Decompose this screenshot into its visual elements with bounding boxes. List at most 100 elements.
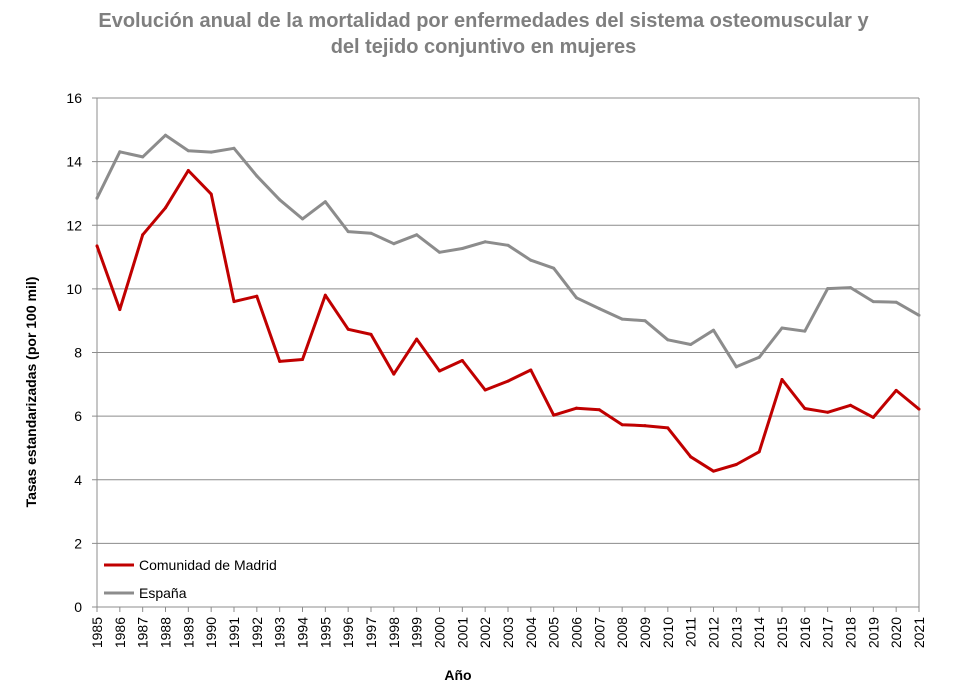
x-tick-label-2005: 2005	[546, 617, 562, 648]
x-tick-label-2004: 2004	[523, 617, 539, 648]
data-point-espana-1999	[415, 233, 419, 237]
y-tick-label-12: 12	[66, 217, 82, 233]
x-tick-label-1998: 1998	[386, 617, 402, 648]
data-point-madrid-2005	[552, 413, 556, 417]
data-point-espana-1989	[186, 149, 190, 153]
x-tick-label-2015: 2015	[774, 617, 790, 648]
y-tick-label-10: 10	[66, 281, 82, 297]
data-point-madrid-1996	[346, 327, 350, 331]
data-point-espana-2010	[666, 338, 670, 342]
x-tick-label-1993: 1993	[272, 617, 288, 648]
gridlines	[97, 97, 919, 608]
data-point-espana-1988	[164, 133, 167, 137]
data-point-madrid-2014	[757, 450, 761, 454]
data-point-madrid-2004	[529, 368, 533, 372]
data-point-madrid-1994	[301, 357, 304, 361]
data-point-madrid-2010	[666, 426, 670, 430]
x-tick-label-2010: 2010	[660, 617, 676, 648]
data-point-madrid-2013	[734, 462, 738, 466]
x-tick-label-1994: 1994	[295, 617, 311, 648]
chart-title: Evolución anual de la mortalidad por enf…	[0, 8, 967, 60]
data-point-madrid-1988	[164, 206, 167, 210]
data-point-espana-1996	[346, 230, 350, 234]
x-tick-label-2017: 2017	[820, 617, 836, 648]
data-point-espana-2013	[734, 365, 738, 369]
x-tick-label-1987: 1987	[135, 617, 151, 648]
data-point-espana-2018	[849, 286, 852, 290]
data-point-espana-2001	[460, 246, 464, 250]
data-point-madrid-2006	[575, 406, 578, 410]
legend-label-espana: España	[139, 585, 187, 601]
data-point-espana-1995	[323, 200, 327, 204]
data-point-madrid-1997	[369, 332, 373, 336]
x-tick-label-2007: 2007	[591, 617, 607, 648]
x-tick-label-1991: 1991	[226, 617, 242, 648]
x-tick-label-2011: 2011	[683, 617, 699, 647]
data-point-madrid-1987	[141, 233, 145, 237]
x-tick-label-2013: 2013	[728, 617, 744, 648]
x-tick-label-2006: 2006	[569, 617, 585, 648]
data-point-espana-2020	[894, 300, 898, 304]
data-point-madrid-2008	[620, 423, 624, 427]
series-line-espana	[95, 133, 920, 369]
data-point-espana-1994	[301, 217, 304, 221]
data-point-madrid-1991	[232, 300, 236, 304]
data-point-espana-1998	[392, 242, 396, 246]
x-tick-label-1999: 1999	[409, 617, 425, 648]
y-tick-label-16: 16	[66, 90, 82, 106]
x-tick-label-2018: 2018	[843, 617, 859, 648]
data-point-madrid-1990	[209, 192, 213, 196]
data-point-madrid-2016	[803, 406, 807, 410]
x-tick-label-2003: 2003	[500, 617, 516, 648]
data-point-madrid-1985	[95, 244, 99, 248]
data-point-madrid-2017	[826, 410, 830, 414]
x-tick-label-1989: 1989	[180, 617, 196, 648]
data-point-madrid-2011	[689, 455, 693, 459]
data-point-madrid-1989	[186, 169, 190, 173]
data-point-madrid-2015	[780, 378, 784, 382]
legend: Comunidad de Madrid España	[104, 557, 277, 601]
data-point-madrid-1986	[118, 308, 122, 312]
data-point-espana-2005	[552, 266, 556, 270]
x-tick-label-2009: 2009	[637, 617, 653, 648]
x-tick-label-2002: 2002	[477, 617, 493, 648]
x-tick-label-2001: 2001	[454, 617, 470, 648]
data-point-espana-1993	[278, 198, 282, 202]
data-point-madrid-2018	[849, 403, 852, 407]
data-point-espana-2006	[575, 296, 578, 300]
x-axis-ticks: 1985 1986 1987 1988 1989 1990 1991 1992 1993 1994…	[89, 607, 927, 648]
data-point-madrid-2001	[460, 358, 464, 362]
x-tick-label-1995: 1995	[317, 617, 333, 648]
data-point-madrid-2019	[871, 415, 875, 419]
data-point-madrid-2020	[894, 388, 898, 392]
x-tick-label-2008: 2008	[614, 617, 630, 648]
data-point-espana-1985	[95, 196, 99, 200]
x-tick-label-1990: 1990	[203, 617, 219, 648]
y-tick-label-14: 14	[66, 154, 82, 170]
data-point-madrid-1993	[278, 359, 282, 363]
x-tick-label-2016: 2016	[797, 617, 813, 648]
data-point-madrid-2009	[643, 424, 647, 428]
data-point-espana-1992	[255, 174, 259, 178]
legend-label-madrid: Comunidad de Madrid	[139, 557, 277, 573]
x-tick-label-2021: 2021	[911, 617, 927, 648]
data-point-madrid-1995	[323, 293, 327, 297]
data-point-madrid-2012	[712, 469, 715, 473]
x-tick-label-2020: 2020	[888, 617, 904, 648]
x-tick-label-1986: 1986	[112, 617, 128, 648]
data-point-espana-2007	[597, 307, 601, 311]
data-point-espana-2011	[689, 343, 693, 347]
data-point-madrid-2003	[506, 379, 510, 383]
data-point-espana-1987	[141, 155, 145, 159]
data-point-espana-2021	[917, 313, 921, 317]
data-point-madrid-2007	[597, 408, 601, 412]
y-tick-label-6: 6	[74, 408, 82, 424]
data-point-espana-2002	[483, 240, 487, 244]
chart-title-line1: Evolución anual de la mortalidad por enf…	[98, 10, 869, 32]
x-tick-label-2000: 2000	[432, 617, 448, 648]
x-tick-label-2012: 2012	[706, 617, 722, 648]
data-point-espana-2019	[871, 300, 875, 304]
y-axis-title: Tasas estandarizadas (por 100 mil)	[23, 277, 39, 508]
